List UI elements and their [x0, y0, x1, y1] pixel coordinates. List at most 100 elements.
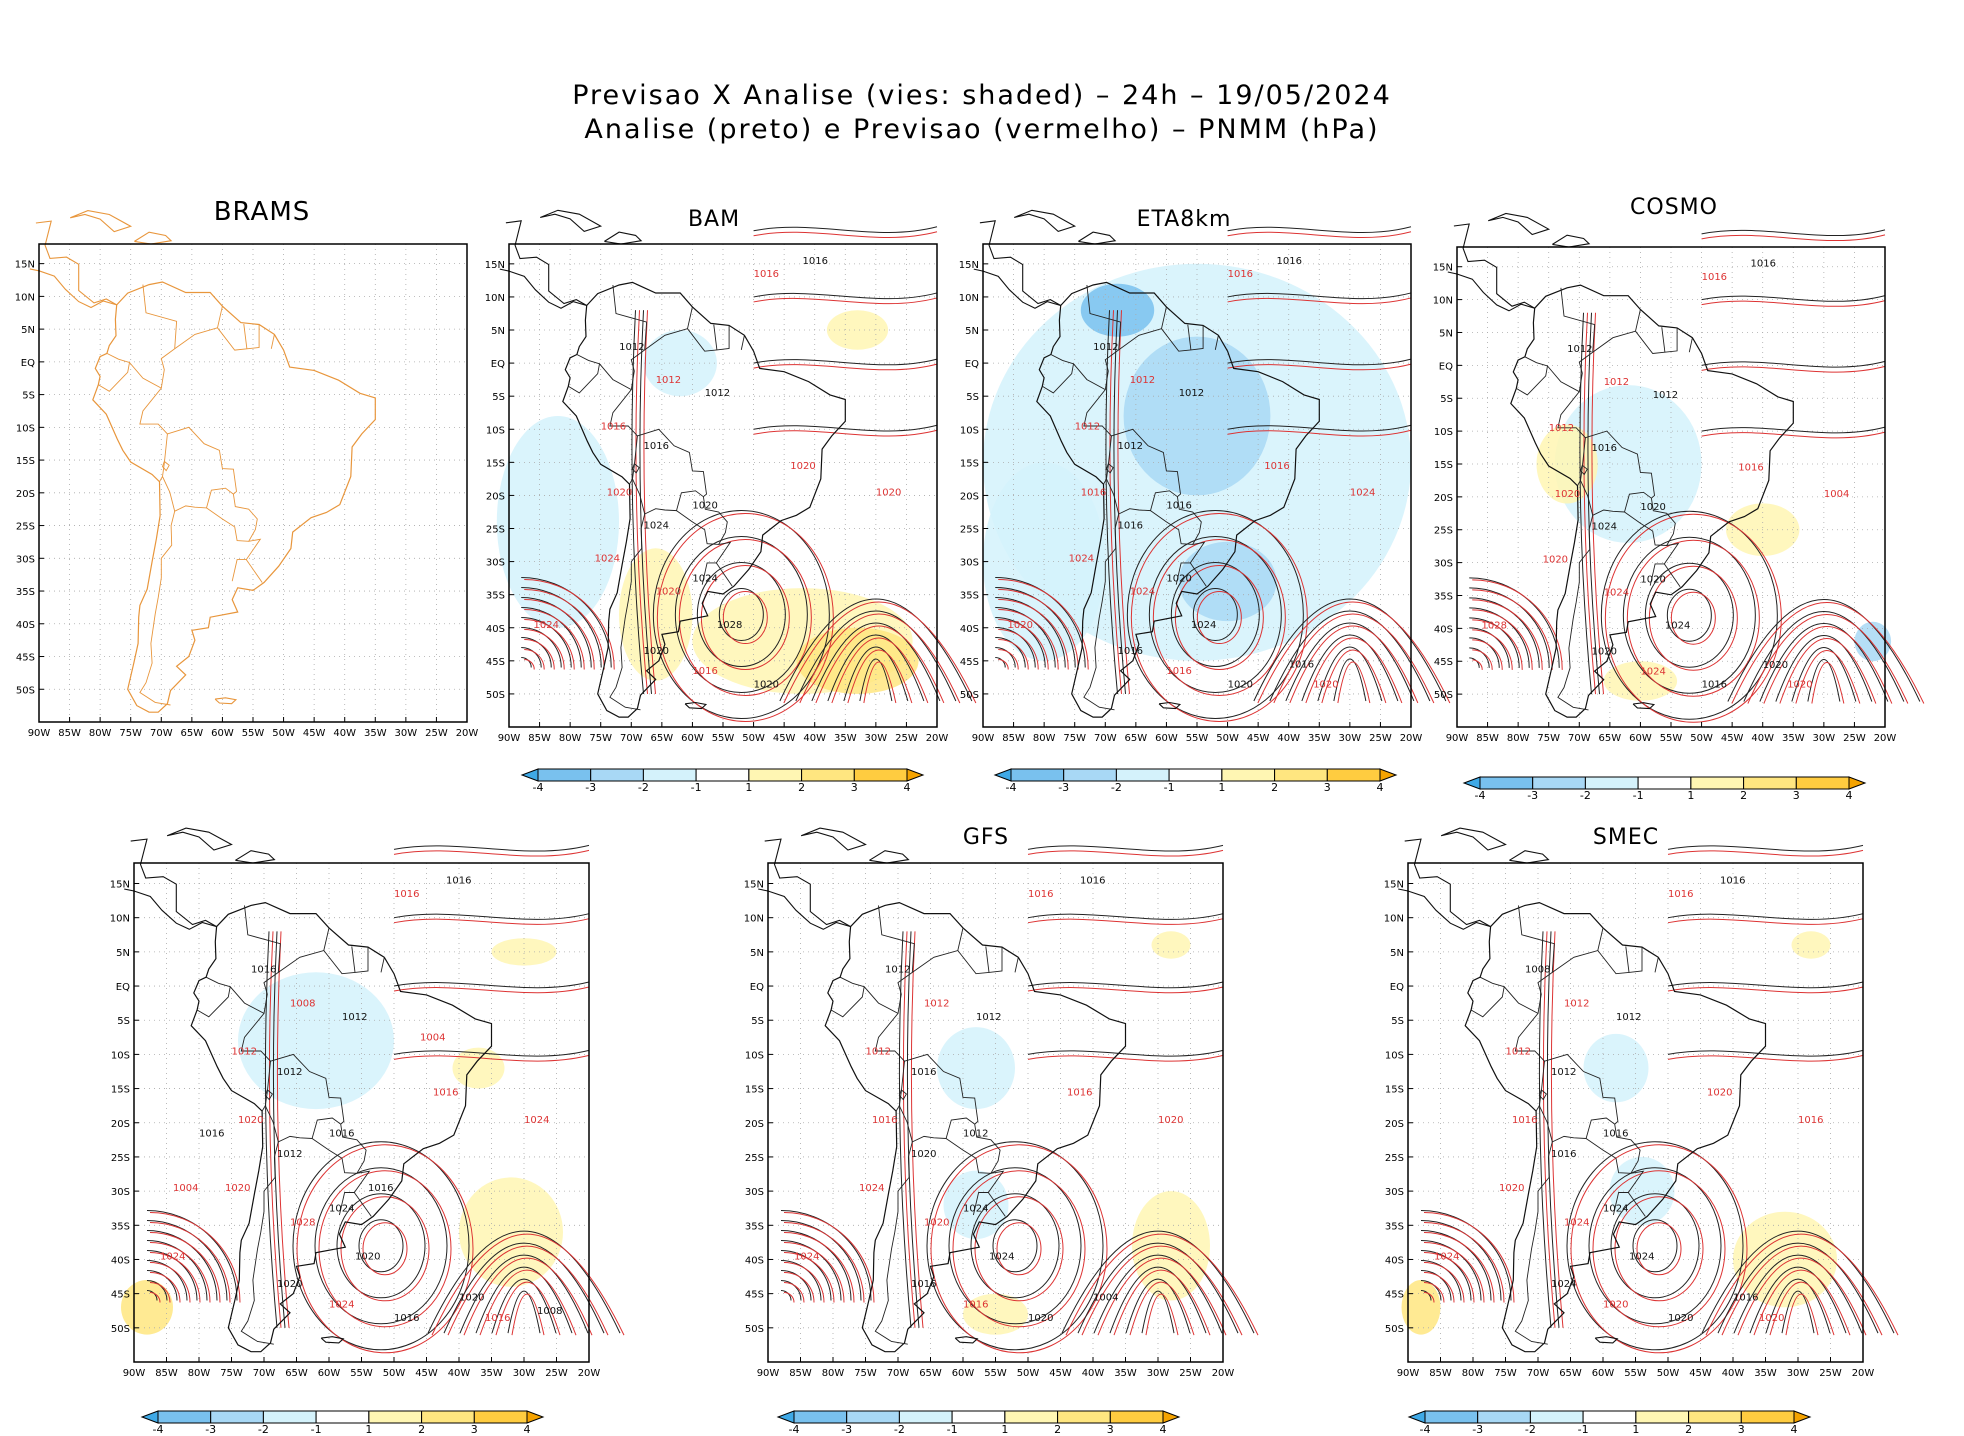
- colorbar-segment: [1690, 776, 1745, 790]
- lon-label: 55W: [1186, 733, 1209, 744]
- lat-label: EQ: [750, 982, 764, 993]
- isobar: [998, 598, 1069, 670]
- isobar: [1701, 234, 1886, 242]
- lon-label: 30W: [1787, 1368, 1810, 1379]
- lon-label: 90W: [123, 1368, 146, 1379]
- lat-label: 5S: [22, 391, 35, 402]
- isobar: [149, 1251, 201, 1303]
- isobar: [1632, 1219, 1678, 1273]
- isobar: [635, 310, 649, 694]
- lat-label: 30S: [111, 1187, 130, 1198]
- isobar-label: 1012: [866, 1046, 891, 1057]
- colorbar-label: -1: [1633, 789, 1644, 802]
- isobar: [146, 1269, 178, 1301]
- isobar-label: 1016: [803, 256, 828, 267]
- coastline: [124, 888, 217, 930]
- lon-label: 35W: [834, 733, 857, 744]
- colorbar-segment: [315, 1410, 370, 1424]
- colorbar-segment: [210, 1410, 264, 1424]
- isobar: [443, 1242, 605, 1334]
- colorbar-label: 4: [1377, 781, 1384, 794]
- isobar: [1472, 659, 1483, 670]
- island-outline: [214, 697, 238, 705]
- colorbar-arrow-right: [906, 768, 925, 782]
- country-border: [1516, 356, 1549, 396]
- isobar-label: 1024: [534, 620, 559, 631]
- lon-label: 65W: [919, 1368, 942, 1379]
- colorbar-segment: [537, 768, 592, 782]
- isobar: [783, 1271, 815, 1303]
- colorbar-label: 1: [745, 781, 752, 794]
- isobar-label: 1004: [420, 1033, 445, 1044]
- lon-label: 65W: [1125, 733, 1148, 744]
- country-border: [985, 946, 990, 973]
- isobar-label: 1012: [1564, 999, 1589, 1010]
- bias-shading: [452, 1047, 505, 1089]
- map-eta8km: 1016 1016 1012 1012 1012 1012 1012 1016 1016 1016…: [959, 209, 1451, 744]
- isobar-label: 1020: [355, 1252, 380, 1263]
- lon-label: 55W: [242, 728, 265, 739]
- lon-label: 50W: [383, 1368, 406, 1379]
- isobar: [1588, 1167, 1722, 1325]
- island-outline: [539, 209, 603, 233]
- isobar-label: 1020: [644, 646, 669, 657]
- country-border: [1042, 354, 1075, 394]
- isobar: [1113, 1269, 1211, 1336]
- country-border: [1552, 927, 1604, 973]
- lake-outline: [161, 461, 170, 472]
- isobar-label: 1020: [1555, 489, 1580, 500]
- country-border: [1150, 496, 1202, 545]
- isobar-label: 1020: [1592, 647, 1617, 658]
- isobar: [780, 1219, 862, 1301]
- lon-label: 70W: [150, 728, 173, 739]
- isobar: [753, 429, 938, 437]
- isobar: [1701, 431, 1886, 439]
- isobar: [780, 1269, 812, 1301]
- lon-label: 75W: [1537, 733, 1560, 744]
- isobar: [859, 658, 893, 702]
- country-border: [1624, 498, 1676, 546]
- isobar-label: 1020: [924, 1217, 949, 1228]
- isobar-label: 1028: [717, 620, 742, 631]
- isobar: [1667, 986, 1864, 994]
- country-border: [568, 354, 601, 394]
- colorbar-label: 3: [1738, 1423, 1745, 1436]
- lon-label: 35W: [364, 728, 387, 739]
- isobar: [149, 1231, 221, 1303]
- lat-label: 15N: [485, 260, 505, 271]
- lon-label: 35W: [1782, 733, 1805, 744]
- country-border: [904, 1053, 979, 1125]
- isobar-label: 1020: [876, 487, 901, 498]
- isobar-label: 1020: [1313, 679, 1338, 690]
- bias-shading: [1791, 931, 1831, 959]
- lat-label: 35S: [111, 1221, 130, 1232]
- colorbar-arrow-right: [526, 1410, 545, 1424]
- coastline: [824, 901, 1127, 1353]
- isobar: [863, 661, 897, 704]
- lon-label: 50W: [1216, 733, 1239, 744]
- isobar-label: 1012: [1616, 1012, 1641, 1023]
- country-border: [1661, 327, 1666, 353]
- isobar: [1257, 601, 1451, 704]
- lat-label: 10N: [110, 914, 130, 925]
- map-p5: 1016101610161008101210121012102010161016…: [110, 827, 625, 1379]
- lon-label: 40W: [448, 1368, 471, 1379]
- isobar: [1701, 360, 1886, 368]
- isobar: [1667, 844, 1864, 852]
- panel-title-gfs: GFS: [962, 825, 1010, 850]
- isobar: [1705, 1233, 1899, 1336]
- bias-shading: [238, 972, 394, 1110]
- isobar: [783, 1231, 855, 1303]
- lon-label: 45W: [303, 728, 326, 739]
- land-outline-group: [973, 209, 1320, 718]
- lon-label: 70W: [1527, 1368, 1550, 1379]
- isobar: [1423, 1221, 1505, 1303]
- isobar: [998, 588, 1079, 670]
- country-border: [637, 428, 707, 498]
- isobar: [998, 638, 1029, 670]
- isobar: [1469, 607, 1530, 668]
- isobar: [393, 844, 590, 852]
- isobar-label: 1012: [1604, 377, 1629, 388]
- colorbar-label: 3: [1324, 781, 1331, 794]
- isobar-label: 1016: [754, 269, 779, 280]
